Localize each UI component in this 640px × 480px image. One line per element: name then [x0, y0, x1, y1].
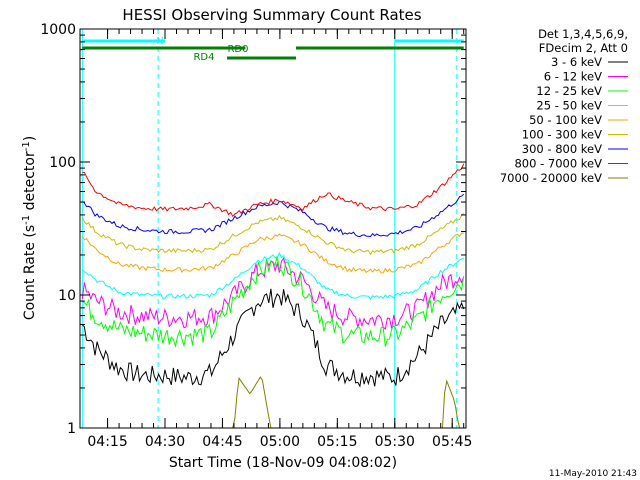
legend-label-1: 6 - 12 keV [544, 70, 602, 84]
legend-label-7: 800 - 7000 keV [514, 157, 602, 171]
series-line-7 [82, 163, 465, 218]
legend: Det 1,3,4,5,6,9, FDecim 2, Att 0 3 - 6 k… [500, 27, 628, 185]
status-label-rd4: RD4 [193, 52, 214, 63]
legend-label-8: 7000 - 20000 keV [500, 171, 602, 185]
series-line-8 [82, 376, 464, 429]
legend-label-0: 3 - 6 keV [551, 55, 602, 69]
legend-label-3: 25 - 50 keV [536, 99, 602, 113]
x-axis-title: Start Time (18-Nov-09 04:08:02) [169, 455, 397, 471]
y-tick-label-2: 100 [49, 155, 76, 171]
footer-timestamp: 11-May-2010 21:43 [549, 469, 637, 479]
plot-frame [79, 28, 467, 429]
x-tick-label-2: 04:45 [202, 434, 242, 450]
series-line-0 [81, 288, 465, 388]
legend-label-2: 12 - 25 keV [536, 84, 602, 98]
x-tick-label-3: 05:00 [260, 434, 300, 450]
legend-label-6: 300 - 800 keV [522, 142, 602, 156]
x-tick-label-0: 04:15 [87, 434, 127, 450]
y-axis-title: Count Rate (s-1 detector-1) [21, 136, 38, 320]
plot-area: N RD0 RD4 [81, 29, 465, 429]
series-line-6 [82, 193, 465, 238]
y-tick-label-0: 1 [67, 421, 76, 437]
x-tick-label-5: 05:30 [375, 434, 415, 450]
status-label-n: N [156, 36, 163, 47]
y-tick-label-1: 10 [58, 288, 76, 304]
series-line-3 [81, 251, 464, 300]
legend-header-line2: FDecim 2, Att 0 [539, 41, 628, 55]
x-tick-label-4: 05:15 [317, 434, 357, 450]
y-tick-label-3: 1000 [40, 22, 76, 38]
status-label-rd0: RD0 [227, 44, 248, 55]
series-line-2 [82, 255, 465, 349]
series-line-4 [81, 232, 464, 274]
series-line-5 [81, 213, 465, 256]
chart-title: HESSI Observing Summary Count Rates [122, 6, 421, 24]
legend-label-4: 50 - 100 keV [529, 113, 602, 127]
legend-label-5: 100 - 300 keV [522, 128, 602, 142]
legend-header-line1: Det 1,3,4,5,6,9, [538, 27, 628, 41]
x-tick-label-6: 05:45 [432, 434, 472, 450]
x-tick-label-1: 04:30 [145, 434, 185, 450]
